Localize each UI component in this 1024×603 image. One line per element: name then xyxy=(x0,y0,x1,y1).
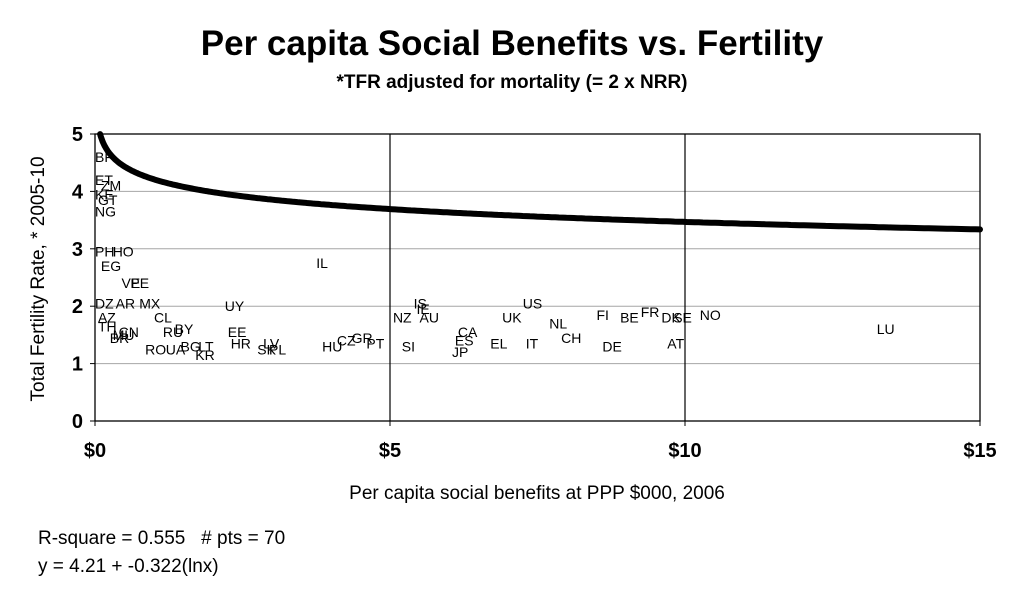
point-label: IS xyxy=(414,295,427,311)
point-label: BR xyxy=(110,330,129,346)
point-label: RU xyxy=(163,324,183,340)
y-tick-label: 0 xyxy=(72,411,83,433)
point-label: DK xyxy=(661,310,681,326)
point-label: HU xyxy=(322,338,342,354)
point-label: NL xyxy=(549,315,567,331)
point-label: MU xyxy=(113,327,135,343)
x-tick-label: $15 xyxy=(963,440,996,462)
point-label: PH xyxy=(95,244,114,260)
point-label: BF xyxy=(95,149,113,165)
point-label: KE xyxy=(95,186,114,202)
y-tick-label: 1 xyxy=(72,354,83,376)
fit-curve-group xyxy=(97,131,983,233)
point-label: PT xyxy=(366,336,384,352)
point-label: CL xyxy=(154,310,172,326)
point-label: BY xyxy=(175,321,194,337)
point-label: ES xyxy=(455,333,474,349)
point-label: NG xyxy=(95,203,116,219)
chart-title: Per capita Social Benefits vs. Fertility xyxy=(200,24,824,63)
point-label: MX xyxy=(139,295,161,311)
point-label: GR xyxy=(352,330,373,346)
point-label: IL xyxy=(316,255,328,271)
x-tick-label: $5 xyxy=(379,440,401,462)
point-label: LV xyxy=(263,336,280,352)
point-label: PL xyxy=(269,341,286,357)
point-label: LT xyxy=(198,338,214,354)
point-label: CN xyxy=(119,324,139,340)
x-tick-label: $10 xyxy=(668,440,701,462)
point-label: CH xyxy=(561,330,581,346)
plot-frame xyxy=(94,133,981,422)
point-label: SK xyxy=(257,341,276,357)
point-label: EG xyxy=(101,258,121,274)
point-label: VE xyxy=(122,275,141,291)
point-label: UA xyxy=(166,341,186,357)
point-label: NZ xyxy=(393,310,412,326)
point-label: NO xyxy=(700,307,721,323)
point-label: SI xyxy=(402,338,415,354)
point-label: CA xyxy=(458,324,478,340)
y-tick-label: 5 xyxy=(72,124,83,146)
point-label: AT xyxy=(667,336,684,352)
point-label: AR xyxy=(116,295,135,311)
point-label: JP xyxy=(452,344,468,360)
point-label: DE xyxy=(602,338,621,354)
point-label: CZ xyxy=(337,333,356,349)
point-label: US xyxy=(523,295,542,311)
chart-subtitle: *TFR adjusted for mortality (= 2 x NRR) xyxy=(336,72,688,93)
grid-lines xyxy=(95,134,980,421)
x-axis-label: Per capita social benefits at PPP $000, … xyxy=(349,483,725,504)
axes: 0 1 2 3 4 5 $0 $5 $10 $15 xyxy=(72,124,997,462)
point-label: UK xyxy=(502,310,522,326)
point-label: AU xyxy=(420,310,439,326)
fit-equation: y = 4.21 + -0.322(lnx) xyxy=(38,556,219,577)
point-label: HO xyxy=(113,244,134,260)
point-label: SE xyxy=(673,310,692,326)
point-label: GT xyxy=(98,192,118,208)
point-label: RO xyxy=(145,341,166,357)
fit-curve xyxy=(97,131,983,233)
y-tick-label: 2 xyxy=(72,296,83,318)
point-label: DZ xyxy=(95,295,114,311)
point-label: IT xyxy=(526,336,539,352)
point-label: KR xyxy=(195,347,214,363)
point-label: HR xyxy=(231,336,251,352)
point-label: EL xyxy=(490,336,507,352)
point-label: TH xyxy=(98,318,117,334)
y-axis-label: Total Fertility Rate, * 2005-10 xyxy=(28,156,49,401)
point-label: AZ xyxy=(98,310,116,326)
point-label: PE xyxy=(130,275,149,291)
r-square-stats: R-square = 0.555 # pts = 70 xyxy=(38,528,286,549)
point-label: BG xyxy=(181,338,201,354)
point-label: ET xyxy=(95,172,113,188)
point-label: LU xyxy=(877,321,895,337)
point-label: UY xyxy=(225,298,245,314)
point-label: IE xyxy=(417,301,430,317)
point-label: ZM xyxy=(101,178,121,194)
y-tick-label: 3 xyxy=(72,239,83,261)
point-label: FI xyxy=(597,307,609,323)
point-label: BE xyxy=(620,310,639,326)
x-tick-label: $0 xyxy=(84,440,106,462)
point-label: FR xyxy=(641,304,660,320)
y-tick-label: 4 xyxy=(72,181,84,203)
point-label: EE xyxy=(228,324,247,340)
